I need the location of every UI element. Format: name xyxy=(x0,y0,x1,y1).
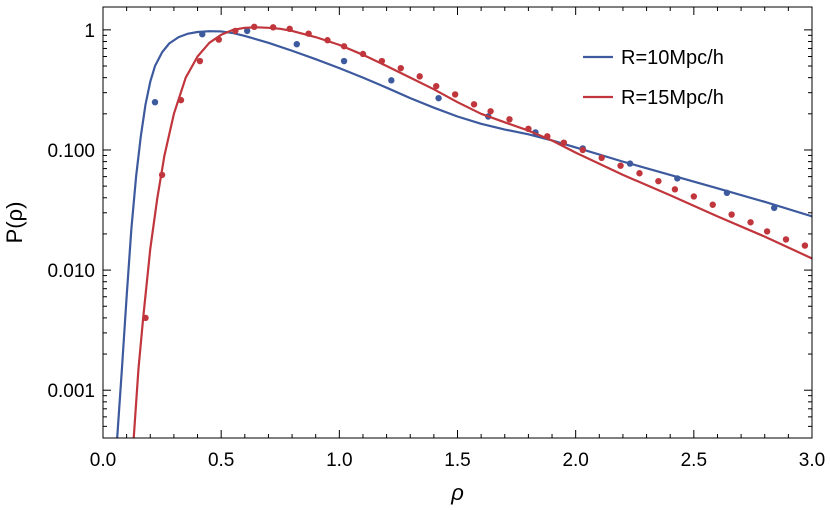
data-point xyxy=(782,236,790,243)
y-tick-label: 0.010 xyxy=(47,261,95,282)
data-point xyxy=(388,77,395,84)
data-point xyxy=(723,189,731,196)
x-tick-label: 2.5 xyxy=(681,450,707,471)
data-point xyxy=(617,162,624,169)
data-point xyxy=(560,139,568,146)
data-point xyxy=(340,57,348,65)
data-point xyxy=(293,40,300,48)
data-point xyxy=(763,228,771,235)
data-point xyxy=(728,211,735,218)
data-point xyxy=(709,201,716,208)
data-point xyxy=(286,25,293,33)
data-point xyxy=(243,27,251,35)
data-point xyxy=(340,43,348,50)
plot-frame xyxy=(102,6,813,439)
x-tick-label: 2.0 xyxy=(562,450,588,471)
data-point xyxy=(142,314,149,322)
legend-item: R=15Mpc/h xyxy=(583,87,724,109)
data-point xyxy=(251,23,258,31)
data-point xyxy=(598,154,605,162)
data-point xyxy=(470,101,478,108)
y-tick-label: 0.001 xyxy=(47,381,95,402)
data-point xyxy=(397,64,404,72)
data-point xyxy=(626,160,634,167)
data-point xyxy=(655,177,662,185)
data-point xyxy=(544,133,551,140)
y-tick-label: 1 xyxy=(84,21,95,42)
data-point xyxy=(416,73,423,80)
data-point xyxy=(324,37,331,44)
data-point xyxy=(506,116,513,123)
data-point xyxy=(378,57,386,65)
series-2 xyxy=(132,23,812,438)
data-point xyxy=(269,24,277,31)
data-point xyxy=(435,94,442,102)
y-tick-label: 0.100 xyxy=(47,141,95,162)
x-axis: 0.0 0.5 1.0 1.5 2.0 2.5 3.0 xyxy=(90,7,825,471)
legend-label: R=10Mpc/h xyxy=(621,47,724,69)
data-point xyxy=(158,171,166,179)
legend-item: R=10Mpc/h xyxy=(583,47,724,69)
data-point xyxy=(674,175,681,182)
data-point xyxy=(770,204,778,212)
data-point xyxy=(487,108,494,115)
data-point xyxy=(359,50,367,58)
x-tick-label: 1.0 xyxy=(326,450,352,471)
data-point xyxy=(747,219,754,226)
data-point xyxy=(636,170,643,177)
series-line xyxy=(132,26,812,438)
data-point xyxy=(525,125,532,133)
data-point xyxy=(305,30,312,37)
data-point xyxy=(232,27,239,35)
data-point xyxy=(451,91,459,98)
data-point xyxy=(433,82,440,90)
data-point xyxy=(579,146,586,154)
data-point xyxy=(196,57,204,65)
data-point xyxy=(671,186,679,193)
x-axis-label: ρ xyxy=(450,480,464,505)
data-point xyxy=(690,193,698,200)
y-axis-label: P(ρ) xyxy=(2,202,27,244)
x-tick-label: 1.5 xyxy=(444,450,470,471)
x-tick-label: 0.5 xyxy=(208,450,234,471)
series-layer xyxy=(116,23,812,438)
data-point xyxy=(151,98,159,106)
data-point xyxy=(177,96,185,104)
y-axis: 1 0.100 0.010 0.001 xyxy=(47,21,812,439)
data-point xyxy=(215,36,222,43)
data-point xyxy=(199,31,206,38)
data-point xyxy=(801,242,809,249)
x-tick-label: 3.0 xyxy=(799,450,825,471)
x-tick-label: 0.0 xyxy=(90,450,116,471)
legend: R=10Mpc/h R=15Mpc/h xyxy=(583,47,724,109)
legend-label: R=15Mpc/h xyxy=(621,87,724,109)
